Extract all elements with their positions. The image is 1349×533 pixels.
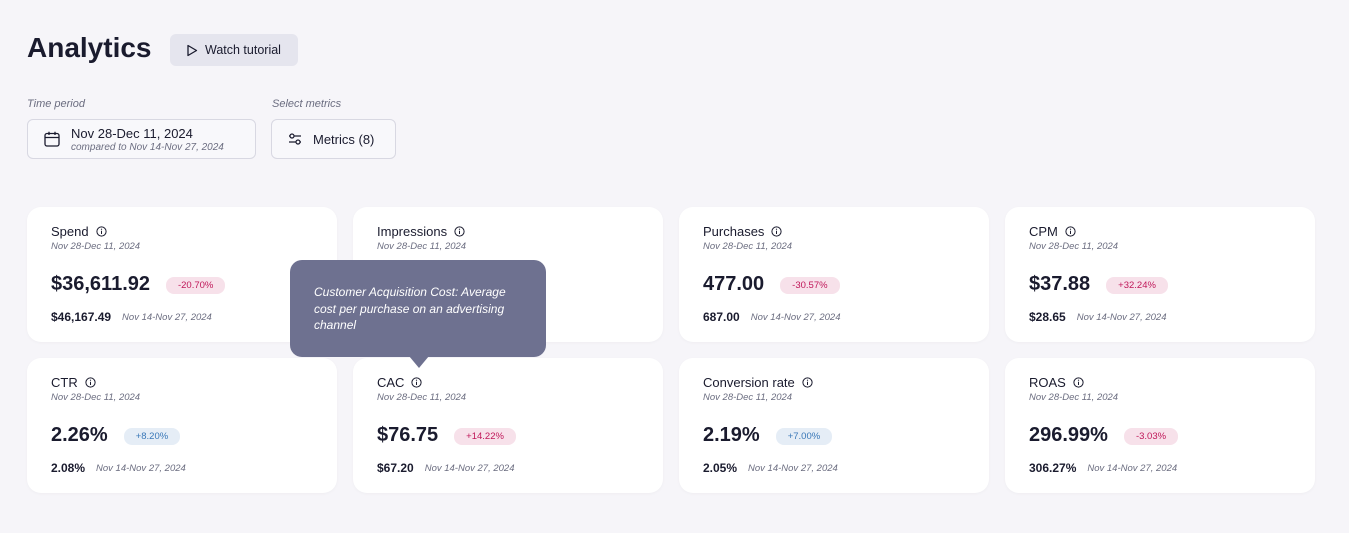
metric-name: Conversion rate	[703, 375, 795, 390]
change-badge: +32.24%	[1106, 277, 1168, 294]
metric-value: $37.88	[1029, 273, 1091, 295]
previous-period: Nov 14-Nov 27, 2024	[1076, 312, 1167, 323]
tutorial-label: Watch tutorial	[205, 43, 281, 57]
date-text: Nov 28-Dec 11, 2024 compared to Nov 14-N…	[71, 126, 224, 153]
previous-period: Nov 14-Nov 27, 2024	[1087, 463, 1178, 474]
info-icon[interactable]	[454, 226, 465, 237]
info-icon[interactable]	[411, 377, 423, 388]
change-badge: -20.70%	[165, 277, 226, 294]
metric-name: Spend	[51, 224, 89, 239]
page-title: Analytics	[27, 32, 152, 63]
metric-header: CAC	[377, 375, 423, 390]
tooltip-arrow	[409, 356, 429, 368]
previous-value: $46,167.49	[51, 310, 112, 324]
metric-name: CPM	[1029, 224, 1058, 239]
metric-name: CTR	[51, 375, 78, 390]
metrics-text: Metrics (8)	[313, 131, 375, 147]
change-badge: -30.57%	[780, 277, 840, 294]
info-icon[interactable]	[802, 377, 813, 388]
metric-value: 296.99%	[1029, 424, 1108, 446]
metric-value: 2.19%	[703, 424, 760, 446]
metric-card: CAC Nov 28-Dec 11, 2024 $76.75 +14.22% $67.2…	[353, 358, 663, 493]
previous-value: $28.65	[1029, 310, 1066, 324]
play-icon	[187, 44, 198, 56]
metric-card: CTR Nov 28-Dec 11, 2024 2.26% +8.20% 2.08% No…	[27, 358, 337, 493]
metric-period: Nov 28-Dec 11, 2024	[703, 241, 793, 252]
previous-period: Nov 14-Nov 27, 2024	[750, 312, 841, 323]
previous-period: Nov 14-Nov 27, 2024	[96, 463, 186, 474]
info-icon[interactable]	[85, 377, 96, 388]
metric-period: Nov 28-Dec 11, 2024	[51, 241, 141, 252]
metric-period: Nov 28-Dec 11, 2024	[377, 241, 467, 252]
metric-header: CPM	[1029, 224, 1076, 239]
metrics-button[interactable]: Metrics (8)	[271, 119, 396, 159]
calendar-icon	[44, 131, 60, 147]
metric-period: Nov 28-Dec 11, 2024	[51, 392, 141, 403]
metric-period: Nov 28-Dec 11, 2024	[1029, 241, 1119, 252]
metric-value: $36,611.92	[51, 273, 150, 295]
previous-period: Nov 14-Nov 27, 2024	[424, 463, 515, 474]
previous-value: 2.05%	[703, 461, 738, 475]
date-picker[interactable]: Nov 28-Dec 11, 2024 compared to Nov 14-N…	[27, 119, 256, 159]
tooltip: Customer Acquisition Cost: Average cost …	[290, 260, 546, 357]
metric-value: 2.26%	[51, 424, 108, 446]
info-icon[interactable]	[1065, 226, 1076, 237]
metric-header: CTR	[51, 375, 96, 390]
metric-header: Impressions	[377, 224, 465, 239]
metric-name: Purchases	[703, 224, 765, 239]
previous-value: 687.00	[703, 310, 740, 324]
metric-card: Spend Nov 28-Dec 11, 2024 $36,611.92 -20.70…	[27, 207, 337, 342]
previous-value: 2.08%	[51, 461, 86, 475]
previous-period: Nov 14-Nov 27, 2024	[122, 312, 212, 323]
date-range: Nov 28-Dec 11, 2024	[71, 125, 193, 141]
sliders-icon	[289, 133, 301, 145]
change-badge: -3.03%	[1123, 428, 1179, 445]
metric-header: Conversion rate	[703, 375, 813, 390]
time-period-label: Time period	[27, 98, 85, 110]
metric-period: Nov 28-Dec 11, 2024	[1029, 392, 1119, 403]
metrics-label: Select metrics	[272, 98, 342, 110]
metric-value: $76.75	[377, 424, 439, 446]
comparison-range: compared to Nov 14-Nov 27, 2024	[71, 141, 224, 153]
change-badge: +8.20%	[123, 428, 181, 445]
previous-period: Nov 14-Nov 27, 2024	[748, 463, 838, 474]
info-icon[interactable]	[1073, 377, 1084, 388]
metric-header: Purchases	[703, 224, 783, 239]
info-icon[interactable]	[771, 226, 783, 237]
metric-value: 477.00	[703, 273, 765, 295]
metric-name: ROAS	[1029, 375, 1066, 390]
metric-period: Nov 28-Dec 11, 2024	[703, 392, 793, 403]
metric-name: Impressions	[377, 224, 448, 239]
previous-value: 306.27%	[1029, 461, 1077, 475]
metric-header: Spend	[51, 224, 107, 239]
metric-header: ROAS	[1029, 375, 1084, 390]
info-icon[interactable]	[95, 226, 107, 237]
metric-card: Conversion rate Nov 28-Dec 11, 2024 2.19% +…	[679, 358, 989, 493]
previous-value: $67.20	[377, 461, 414, 475]
metric-card: CPM Nov 28-Dec 11, 2024 $37.88 +32.24% $28.6…	[1005, 207, 1315, 342]
metric-period: Nov 28-Dec 11, 2024	[377, 392, 467, 403]
metric-name: CAC	[377, 375, 405, 390]
metric-card: ROAS Nov 28-Dec 11, 2024 296.99% -3.03% 306.…	[1005, 358, 1315, 493]
change-badge: +14.22%	[454, 428, 516, 445]
metric-card: Purchases Nov 28-Dec 11, 2024 477.00 -30.57…	[679, 207, 989, 342]
tutorial-button[interactable]: Watch tutorial	[170, 34, 298, 66]
change-badge: +7.00%	[775, 428, 833, 445]
